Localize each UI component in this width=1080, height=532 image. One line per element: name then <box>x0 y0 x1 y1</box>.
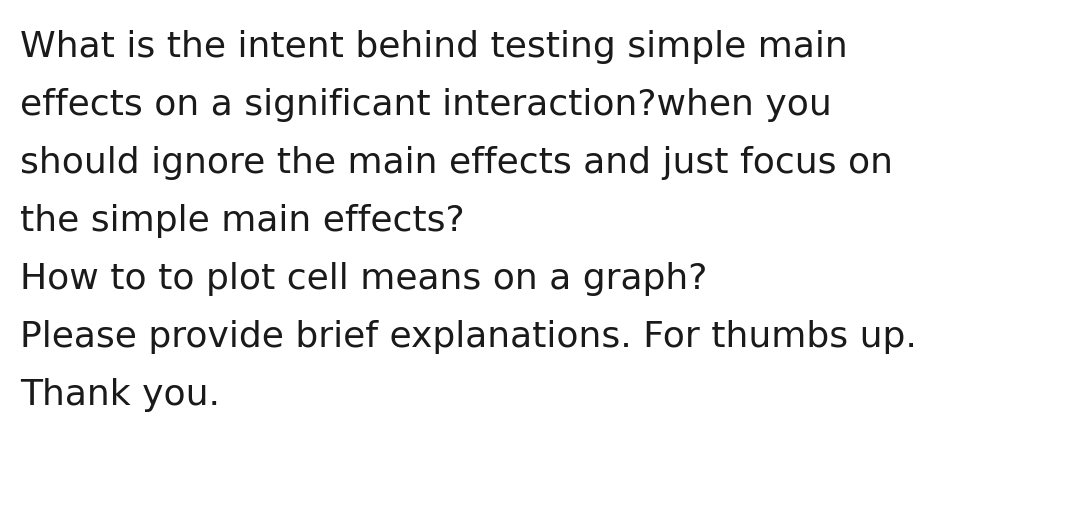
Text: should ignore the main effects and just focus on: should ignore the main effects and just … <box>21 146 893 180</box>
Text: Please provide brief explanations. For thumbs up.: Please provide brief explanations. For t… <box>21 320 917 354</box>
Text: effects on a significant interaction?when you: effects on a significant interaction?whe… <box>21 88 832 122</box>
Text: What is the intent behind testing simple main: What is the intent behind testing simple… <box>21 30 848 64</box>
Text: the simple main effects?: the simple main effects? <box>21 204 464 238</box>
Text: Thank you.: Thank you. <box>21 378 220 412</box>
Text: How to to plot cell means on a graph?: How to to plot cell means on a graph? <box>21 262 707 296</box>
